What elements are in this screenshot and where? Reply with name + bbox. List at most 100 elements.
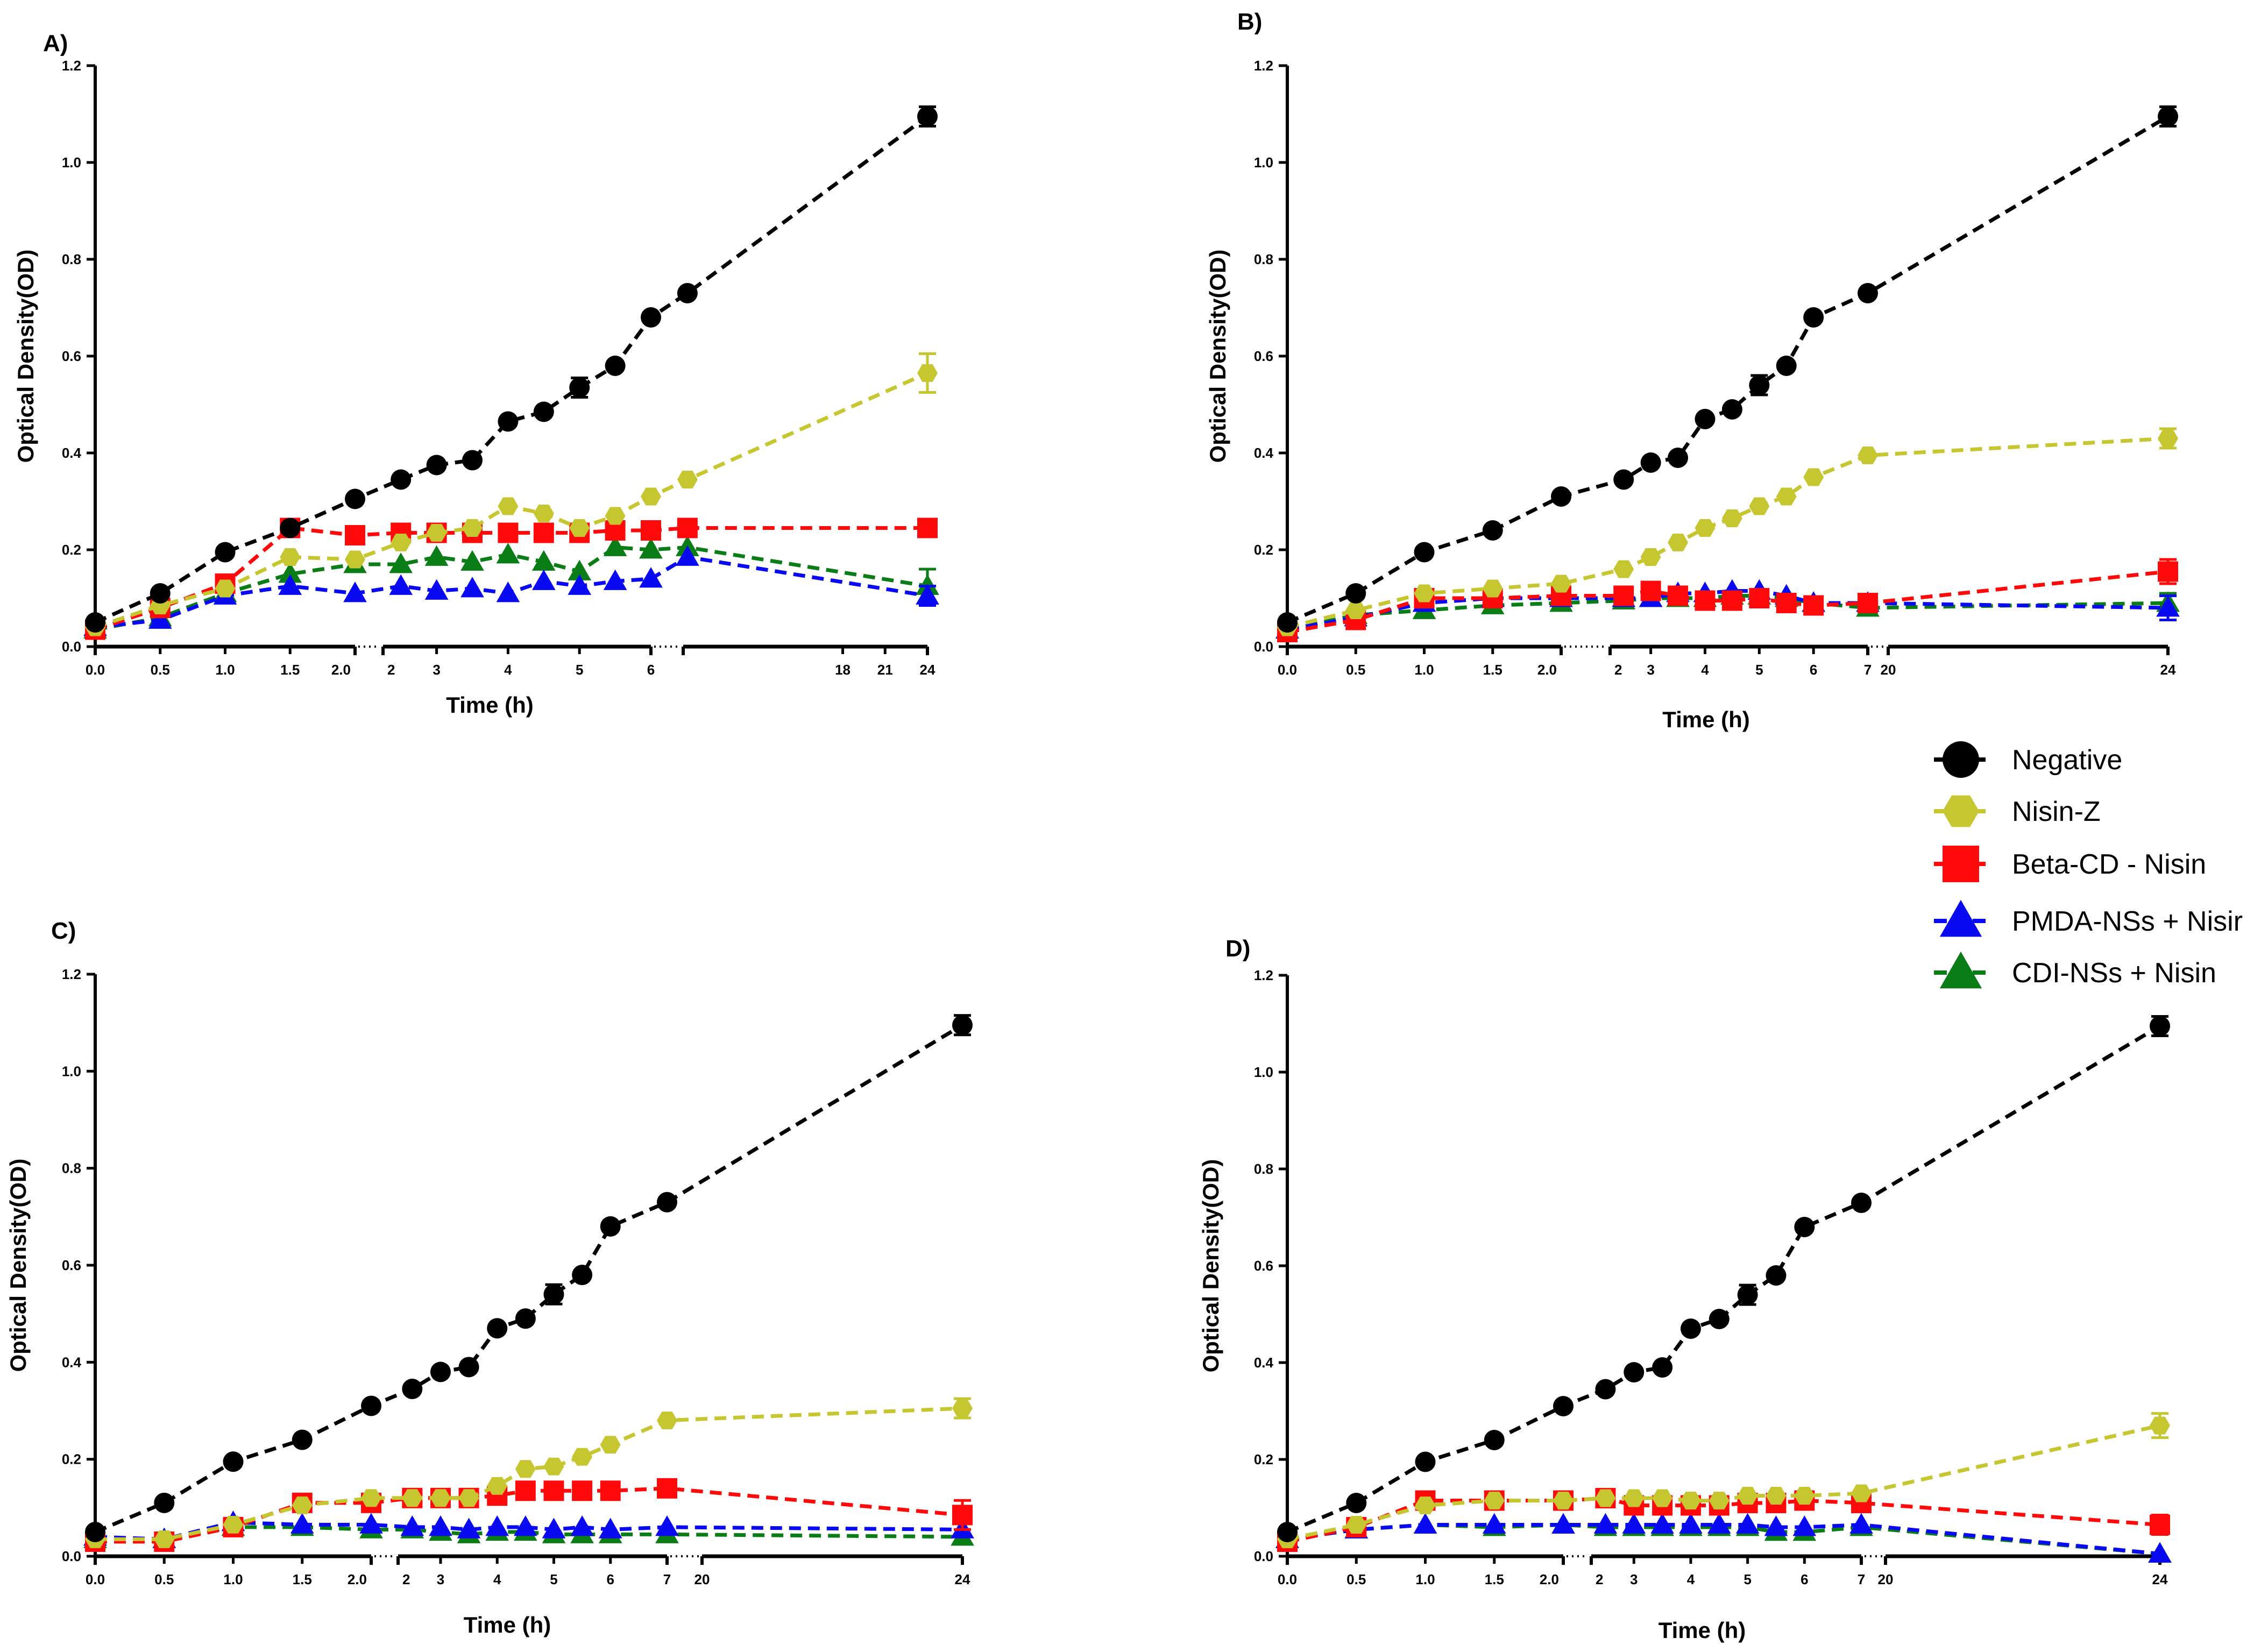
series-line xyxy=(94,371,929,629)
data-point xyxy=(605,356,626,376)
data-point xyxy=(2156,596,2180,617)
x-tick-label: 3 xyxy=(1647,662,1654,678)
panel-a: A) 0.0 0.2 0.4 0.6 0.8 1.0 1.2 Optical Density(O… xyxy=(13,30,939,718)
y-axis-title: Optical Density(OD) xyxy=(1205,250,1230,463)
data-point xyxy=(429,1515,452,1536)
data-point xyxy=(402,1489,423,1507)
data-point xyxy=(572,1265,593,1286)
panel-label: B) xyxy=(1237,9,1262,35)
x-tick-label: 4 xyxy=(493,1571,501,1587)
data-point xyxy=(496,543,520,564)
data-point xyxy=(1652,1489,1673,1507)
data-point xyxy=(598,1518,622,1538)
panel-label: D) xyxy=(1225,935,1250,962)
y-tick-label: 0.0 xyxy=(1254,639,1273,655)
series-pmda-nss-nisir xyxy=(83,545,939,636)
x-tick-label: 0.0 xyxy=(86,1571,105,1587)
panel-d: D) 0.0 0.2 0.4 0.6 0.8 1.0 1.2 Optical Density(O… xyxy=(1198,935,2172,1643)
panel-c: C) 0.0 0.2 0.4 0.6 0.8 1.0 1.2 Optical Density(O… xyxy=(5,918,974,1637)
data-point xyxy=(345,488,365,509)
data-point xyxy=(1668,585,1689,606)
data-point xyxy=(1737,1487,1758,1505)
data-point xyxy=(1551,486,1571,507)
y-tick-label: 0.8 xyxy=(62,1160,81,1176)
x-tick-label: 0.5 xyxy=(1346,1571,1366,1587)
data-point xyxy=(498,411,519,432)
legend-label: Nisin-Z xyxy=(2012,796,2101,827)
data-point xyxy=(952,1399,973,1417)
y-tick-label: 0.8 xyxy=(62,251,81,267)
panel-label: C) xyxy=(51,918,76,944)
x-tick-label: 2.0 xyxy=(1537,662,1557,678)
y-tick-label: 0.2 xyxy=(62,1451,81,1467)
x-tick-label: 0.5 xyxy=(1346,662,1365,678)
data-point xyxy=(1707,1513,1731,1534)
legend-item: Beta-CD - Nisin xyxy=(1934,846,2206,882)
x-tick-label: 2 xyxy=(1596,1571,1603,1587)
panel-b: B) 0.0 0.2 0.4 0.6 0.8 1.0 1.2 Optical Density(O… xyxy=(1205,9,2180,732)
y-tick-label: 1.0 xyxy=(1254,154,1273,171)
data-point xyxy=(1766,1265,1787,1286)
legend-item: Negative xyxy=(1934,741,2122,778)
data-point xyxy=(1640,548,1661,566)
legend-item: PMDA-NSs + Nisir xyxy=(1934,899,2243,937)
x-tick-label: 0.5 xyxy=(151,662,170,678)
data-point xyxy=(513,1515,537,1536)
x-tick-label: 20 xyxy=(1881,662,1896,678)
data-point xyxy=(1749,497,1770,515)
series-negative xyxy=(85,105,938,633)
data-point xyxy=(430,1362,451,1382)
data-point xyxy=(677,283,698,303)
y-tick-label: 1.0 xyxy=(62,154,81,171)
x-tick-label: 6 xyxy=(1801,1571,1808,1587)
data-point xyxy=(600,1480,621,1501)
series-beta-cd-nisin xyxy=(1277,558,2178,642)
data-point xyxy=(154,1530,175,1548)
data-point xyxy=(1652,1357,1673,1378)
data-point xyxy=(1776,356,1797,376)
data-point xyxy=(85,1521,105,1542)
data-point xyxy=(543,1284,564,1305)
x-tick-label: 2 xyxy=(1614,662,1622,678)
x-tick-label: 7 xyxy=(663,1571,671,1587)
data-point xyxy=(1737,1285,1758,1305)
data-point xyxy=(1858,593,1878,613)
data-point xyxy=(677,471,698,488)
data-point xyxy=(1709,1492,1730,1509)
data-point xyxy=(1482,579,1503,598)
data-point xyxy=(1735,1513,1760,1534)
series-cdi-nss-nisin xyxy=(83,535,939,639)
y-tick-label: 1.2 xyxy=(62,966,81,982)
data-point xyxy=(2150,1016,2170,1037)
data-point xyxy=(916,584,939,605)
data-point xyxy=(1593,1513,1618,1534)
panel-label: A) xyxy=(43,30,68,56)
data-point xyxy=(1851,1484,1872,1502)
data-point xyxy=(533,522,554,543)
data-point xyxy=(389,574,413,595)
data-point xyxy=(2158,429,2178,448)
y-tick-label: 0.4 xyxy=(1254,1355,1274,1371)
data-point xyxy=(1851,1193,1872,1213)
data-point xyxy=(345,525,365,545)
data-point xyxy=(215,579,236,598)
data-point xyxy=(1858,283,1878,303)
data-point xyxy=(570,1515,594,1536)
y-tick-label: 0.0 xyxy=(62,1548,81,1564)
data-point xyxy=(1650,1513,1674,1534)
data-point xyxy=(641,520,661,541)
data-point xyxy=(292,1496,313,1514)
triangle-icon xyxy=(1939,951,1982,989)
y-tick-label: 0.8 xyxy=(1254,251,1273,267)
data-point xyxy=(1415,1451,1436,1472)
data-point xyxy=(150,583,171,604)
x-tick-label: 21 xyxy=(877,662,893,678)
x-tick-label: 3 xyxy=(1630,1571,1638,1587)
data-point xyxy=(1277,612,1298,633)
y-tick-label: 0.4 xyxy=(1254,445,1274,461)
data-point xyxy=(533,401,554,422)
legend-label: Negative xyxy=(2012,745,2122,776)
x-axis-title: Time (h) xyxy=(1659,1618,1746,1643)
legend-item: Nisin-Z xyxy=(1934,795,2101,827)
series-negative xyxy=(1277,1015,2170,1542)
